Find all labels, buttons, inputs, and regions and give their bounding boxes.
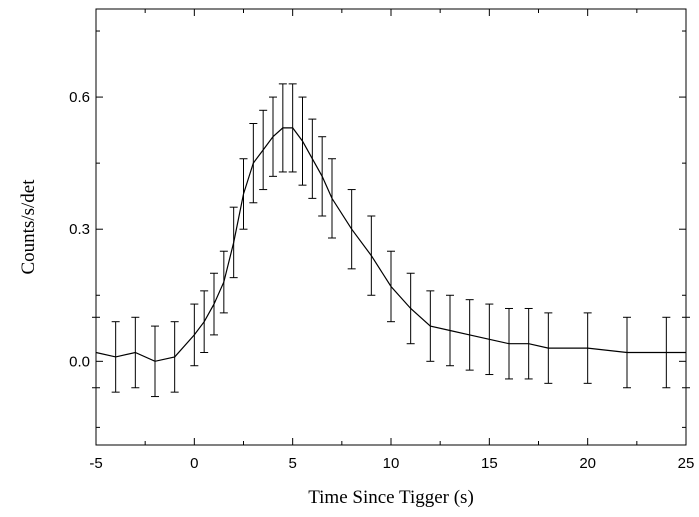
- y-axis-label: Counts/s/det: [18, 179, 39, 275]
- x-axis-label: Time Since Tigger (s): [308, 487, 474, 508]
- x-tick-label: 20: [579, 455, 596, 472]
- y-tick-label: 0.3: [69, 221, 90, 238]
- x-tick-label: 25: [678, 455, 695, 472]
- y-axis-ticks: 0.0 0.3 0.6: [69, 30, 686, 428]
- x-tick-label: 10: [383, 455, 400, 472]
- x-tick-label: 0: [190, 455, 198, 472]
- y-tick-label: 0.6: [69, 89, 90, 106]
- series-line: [95, 127, 686, 362]
- x-tick-label: -5: [89, 455, 102, 472]
- x-axis-ticks: -5 0 5 10 15 20 25: [89, 9, 694, 472]
- x-tick-label: 5: [288, 455, 296, 472]
- plot-frame: [95, 8, 687, 446]
- x-tick-label: 15: [481, 455, 498, 472]
- y-tick-label: 0.0: [69, 353, 90, 370]
